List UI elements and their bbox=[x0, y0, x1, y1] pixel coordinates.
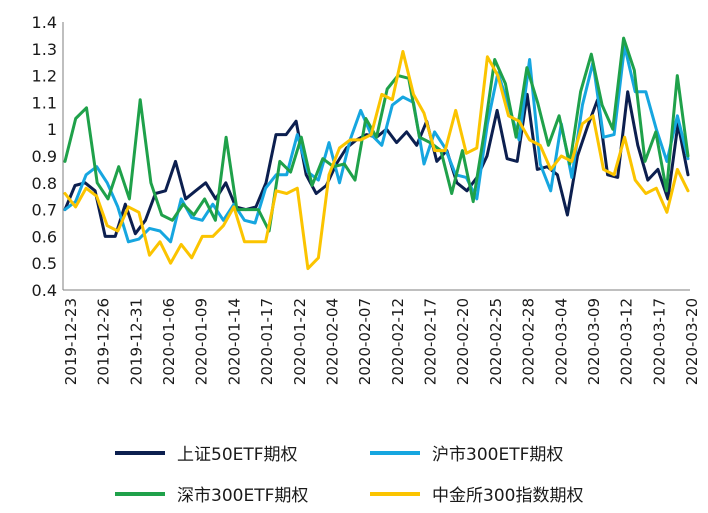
x-tick-label: 2019-12-31 bbox=[127, 298, 145, 385]
legend-swatch-sz300 bbox=[115, 491, 165, 496]
legend-item-sse50: 上证50ETF期权 bbox=[115, 440, 298, 465]
legend-item-cffex300: 中金所300指数期权 bbox=[370, 481, 583, 506]
x-tick-label: 2020-01-17 bbox=[258, 298, 276, 385]
y-tick-label: 0.7 bbox=[32, 201, 57, 220]
x-tick-label: 2020-02-12 bbox=[389, 298, 407, 385]
y-tick-label: 1.2 bbox=[32, 67, 57, 86]
legend-label-sh300: 沪市300ETF期权 bbox=[432, 445, 564, 465]
x-axis: 2019-12-23 2019-12-26 2019-12-31 2020-01-06… bbox=[62, 289, 701, 385]
legend-item-sh300: 沪市300ETF期权 bbox=[370, 440, 563, 465]
legend-swatch-sh300 bbox=[370, 450, 420, 455]
x-tick-label: 2020-02-25 bbox=[487, 298, 505, 385]
series-line-1 bbox=[63, 44, 690, 244]
y-tick-label: 1.4 bbox=[32, 13, 57, 32]
x-tick-label: 2019-12-23 bbox=[62, 298, 80, 385]
y-tick-label: 0.5 bbox=[32, 254, 57, 273]
series-line-2 bbox=[63, 36, 690, 233]
x-tick-label: 2020-03-12 bbox=[618, 298, 636, 385]
x-tick-label: 2020-01-09 bbox=[193, 298, 211, 385]
x-tick-label: 2020-02-07 bbox=[356, 298, 374, 385]
y-tick-label: 0.6 bbox=[32, 227, 57, 246]
x-tick-label: 2020-03-17 bbox=[650, 298, 668, 385]
x-tick-label: 2020-01-06 bbox=[160, 298, 178, 385]
x-tick-label: 2020-01-22 bbox=[291, 298, 309, 385]
y-axis: 0.4 0.5 0.6 0.7 0.8 0.9 1 1.1 1.2 1.3 1.4 bbox=[32, 13, 64, 300]
y-tick-label: 1 bbox=[47, 120, 57, 139]
y-tick-label: 0.9 bbox=[32, 147, 57, 166]
legend-item-sz300: 深市300ETF期权 bbox=[115, 481, 308, 506]
legend-label-sz300: 深市300ETF期权 bbox=[177, 486, 309, 506]
y-tick-label: 0.8 bbox=[32, 174, 57, 193]
x-tick-label: 2020-02-17 bbox=[422, 298, 440, 385]
legend-swatch-sse50 bbox=[115, 450, 165, 455]
y-tick-label: 1.1 bbox=[32, 93, 57, 112]
y-tick-label: 0.4 bbox=[32, 281, 57, 300]
series-layer bbox=[63, 36, 690, 271]
x-tick-label: 2020-02-20 bbox=[454, 298, 472, 385]
series-line-3 bbox=[63, 50, 690, 271]
x-tick-label: 2020-03-20 bbox=[683, 298, 701, 385]
x-tick-label: 2020-02-28 bbox=[520, 298, 538, 385]
x-tick-label: 2020-03-04 bbox=[552, 298, 570, 385]
x-tick-label: 2019-12-26 bbox=[95, 298, 113, 385]
y-tick-label: 1.3 bbox=[32, 40, 57, 59]
legend-swatch-cffex300 bbox=[370, 491, 420, 496]
legend-label-cffex300: 中金所300指数期权 bbox=[432, 486, 584, 506]
x-tick-label: 2020-02-04 bbox=[323, 298, 341, 385]
x-tick-label: 2020-01-14 bbox=[225, 298, 243, 385]
x-tick-label: 2020-03-09 bbox=[585, 298, 603, 385]
legend-label-sse50: 上证50ETF期权 bbox=[177, 445, 298, 465]
